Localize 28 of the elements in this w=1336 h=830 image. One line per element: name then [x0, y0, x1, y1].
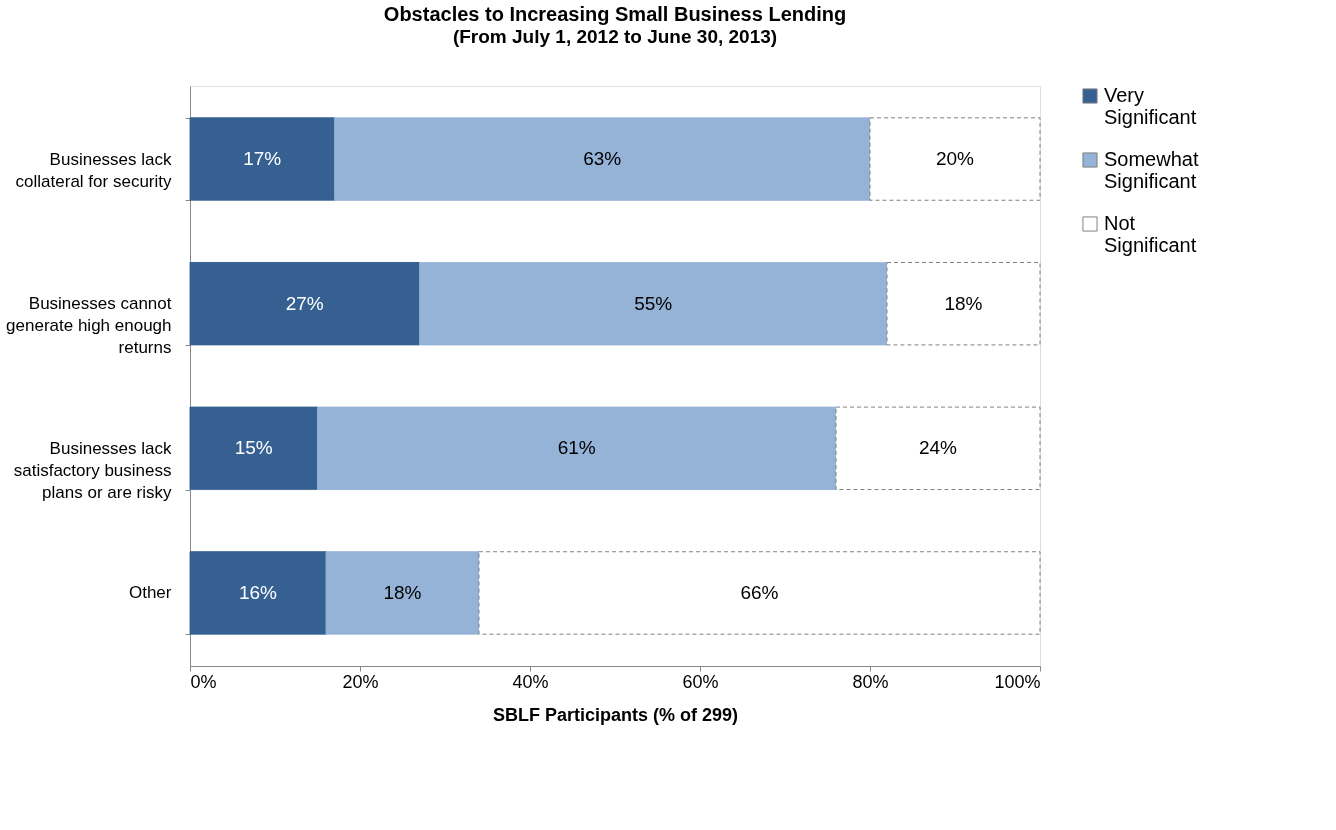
y-tick-label: Businesses lack collateral for security [15, 149, 172, 191]
y-tick-label: Businesses lack satisfactory business plans or are risky [13, 438, 172, 502]
x-tick-label: 80% [852, 671, 889, 692]
chart-subtitle: (From July 1, 2012 to June 30, 2013) [452, 26, 778, 47]
data-label: 61% [557, 437, 596, 459]
x-tick-label: 20% [342, 671, 379, 692]
data-label: 15% [234, 437, 273, 459]
data-label: 55% [634, 292, 673, 314]
y-tick-label: Businesses cannot generate high enough returns [6, 294, 172, 358]
x-tick-label: 100% [994, 671, 1041, 692]
data-label: 18% [383, 581, 422, 603]
x-tick-label: 60% [682, 671, 719, 692]
x-axis-title: SBLF Participants (% of 299) [492, 704, 739, 725]
legend-label: Not Significant [1104, 212, 1197, 256]
data-label: 18% [944, 292, 983, 314]
data-label: 63% [583, 148, 622, 170]
data-label: 66% [740, 581, 779, 603]
data-label: 17% [243, 148, 282, 170]
data-label: 24% [918, 437, 958, 459]
data-label: 27% [285, 292, 324, 314]
x-tick-label: 0% [190, 671, 217, 692]
legend-label: Very Significant [1104, 84, 1197, 128]
y-tick-label: Other [128, 583, 172, 603]
x-tick-label: 40% [512, 671, 549, 692]
data-label: 20% [935, 148, 975, 170]
data-label: 16% [238, 581, 278, 603]
legend-label: Somewhat Significant [1104, 148, 1199, 192]
chart-title: Obstacles to Increasing Small Business Lending [383, 3, 847, 25]
